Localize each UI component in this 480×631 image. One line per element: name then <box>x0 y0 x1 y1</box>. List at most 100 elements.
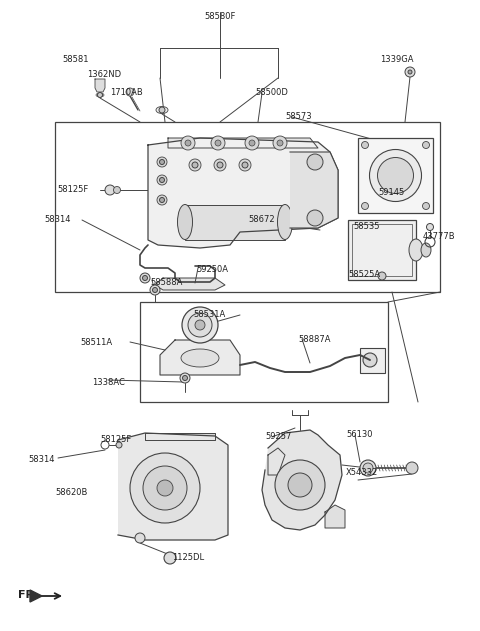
Text: 58588A: 58588A <box>150 278 182 287</box>
Circle shape <box>185 140 191 146</box>
Circle shape <box>105 185 115 195</box>
Polygon shape <box>118 433 228 540</box>
Circle shape <box>377 158 413 194</box>
Bar <box>360 348 385 373</box>
Circle shape <box>150 285 160 295</box>
Text: 58511A: 58511A <box>80 338 112 347</box>
Circle shape <box>189 159 201 171</box>
Text: 59250A: 59250A <box>196 265 228 274</box>
Circle shape <box>245 136 259 150</box>
Circle shape <box>360 460 376 476</box>
Polygon shape <box>145 433 215 440</box>
Circle shape <box>157 195 167 205</box>
Text: 59145: 59145 <box>378 188 404 197</box>
Circle shape <box>378 272 386 280</box>
Circle shape <box>153 288 157 293</box>
Text: 58314: 58314 <box>44 215 71 224</box>
Text: 1362ND: 1362ND <box>87 70 121 79</box>
Text: 58125F: 58125F <box>100 435 131 444</box>
Ellipse shape <box>277 204 292 240</box>
Circle shape <box>288 473 312 497</box>
Polygon shape <box>95 79 105 92</box>
Circle shape <box>143 276 147 281</box>
Text: 58525A: 58525A <box>348 270 380 279</box>
Circle shape <box>126 88 134 96</box>
Circle shape <box>143 466 187 510</box>
Text: 58887A: 58887A <box>298 335 331 344</box>
Circle shape <box>275 460 325 510</box>
Ellipse shape <box>421 243 431 257</box>
Ellipse shape <box>156 107 168 114</box>
Circle shape <box>157 175 167 185</box>
Circle shape <box>307 154 323 170</box>
Text: 58500D: 58500D <box>255 88 288 97</box>
Polygon shape <box>290 152 338 228</box>
Text: 1338AC: 1338AC <box>92 378 125 387</box>
Polygon shape <box>168 138 318 148</box>
Circle shape <box>405 67 415 77</box>
Circle shape <box>140 273 150 283</box>
Circle shape <box>159 160 165 165</box>
Circle shape <box>130 453 200 523</box>
Circle shape <box>97 93 103 98</box>
Circle shape <box>215 140 221 146</box>
Text: 56130: 56130 <box>346 430 372 439</box>
Circle shape <box>195 320 205 330</box>
Circle shape <box>188 313 212 337</box>
Circle shape <box>157 480 173 496</box>
Bar <box>185 205 285 240</box>
Circle shape <box>406 462 418 474</box>
Circle shape <box>164 552 176 564</box>
Ellipse shape <box>181 349 219 367</box>
Text: 58531A: 58531A <box>193 310 225 319</box>
Circle shape <box>273 136 287 150</box>
Text: 43777B: 43777B <box>423 232 456 241</box>
Polygon shape <box>268 448 285 475</box>
Polygon shape <box>160 340 240 375</box>
Circle shape <box>370 150 421 201</box>
Circle shape <box>182 375 188 380</box>
Circle shape <box>180 373 190 383</box>
Circle shape <box>182 307 218 343</box>
Ellipse shape <box>409 239 423 261</box>
Text: 1125DL: 1125DL <box>172 553 204 562</box>
Text: FR.: FR. <box>18 590 38 600</box>
Bar <box>358 138 433 213</box>
Bar <box>140 302 388 402</box>
Circle shape <box>217 162 223 168</box>
Ellipse shape <box>178 204 192 240</box>
Circle shape <box>239 159 251 171</box>
Circle shape <box>277 140 283 146</box>
Circle shape <box>249 140 255 146</box>
Text: 1710AB: 1710AB <box>110 88 143 97</box>
Circle shape <box>192 162 198 168</box>
Text: 58672: 58672 <box>248 215 275 224</box>
Polygon shape <box>155 278 225 290</box>
Text: 58314: 58314 <box>28 455 55 464</box>
Circle shape <box>422 141 430 148</box>
Circle shape <box>159 177 165 182</box>
Bar <box>348 220 416 280</box>
Bar <box>55 122 440 292</box>
Circle shape <box>211 136 225 150</box>
Text: 58581: 58581 <box>62 55 88 64</box>
Circle shape <box>363 353 377 367</box>
Text: 58535: 58535 <box>353 222 380 231</box>
Text: 58580F: 58580F <box>204 12 236 21</box>
Circle shape <box>361 141 369 148</box>
Text: 58573: 58573 <box>285 112 312 121</box>
Bar <box>352 224 412 276</box>
Text: 1339GA: 1339GA <box>380 55 413 64</box>
Text: 59257: 59257 <box>265 432 291 441</box>
Circle shape <box>116 442 122 448</box>
Circle shape <box>135 533 145 543</box>
Circle shape <box>307 210 323 226</box>
Polygon shape <box>262 430 342 530</box>
Circle shape <box>113 187 120 194</box>
Text: X54332: X54332 <box>346 468 378 477</box>
Circle shape <box>408 70 412 74</box>
Circle shape <box>157 157 167 167</box>
Circle shape <box>242 162 248 168</box>
Circle shape <box>159 107 165 113</box>
Text: 58125F: 58125F <box>57 185 88 194</box>
